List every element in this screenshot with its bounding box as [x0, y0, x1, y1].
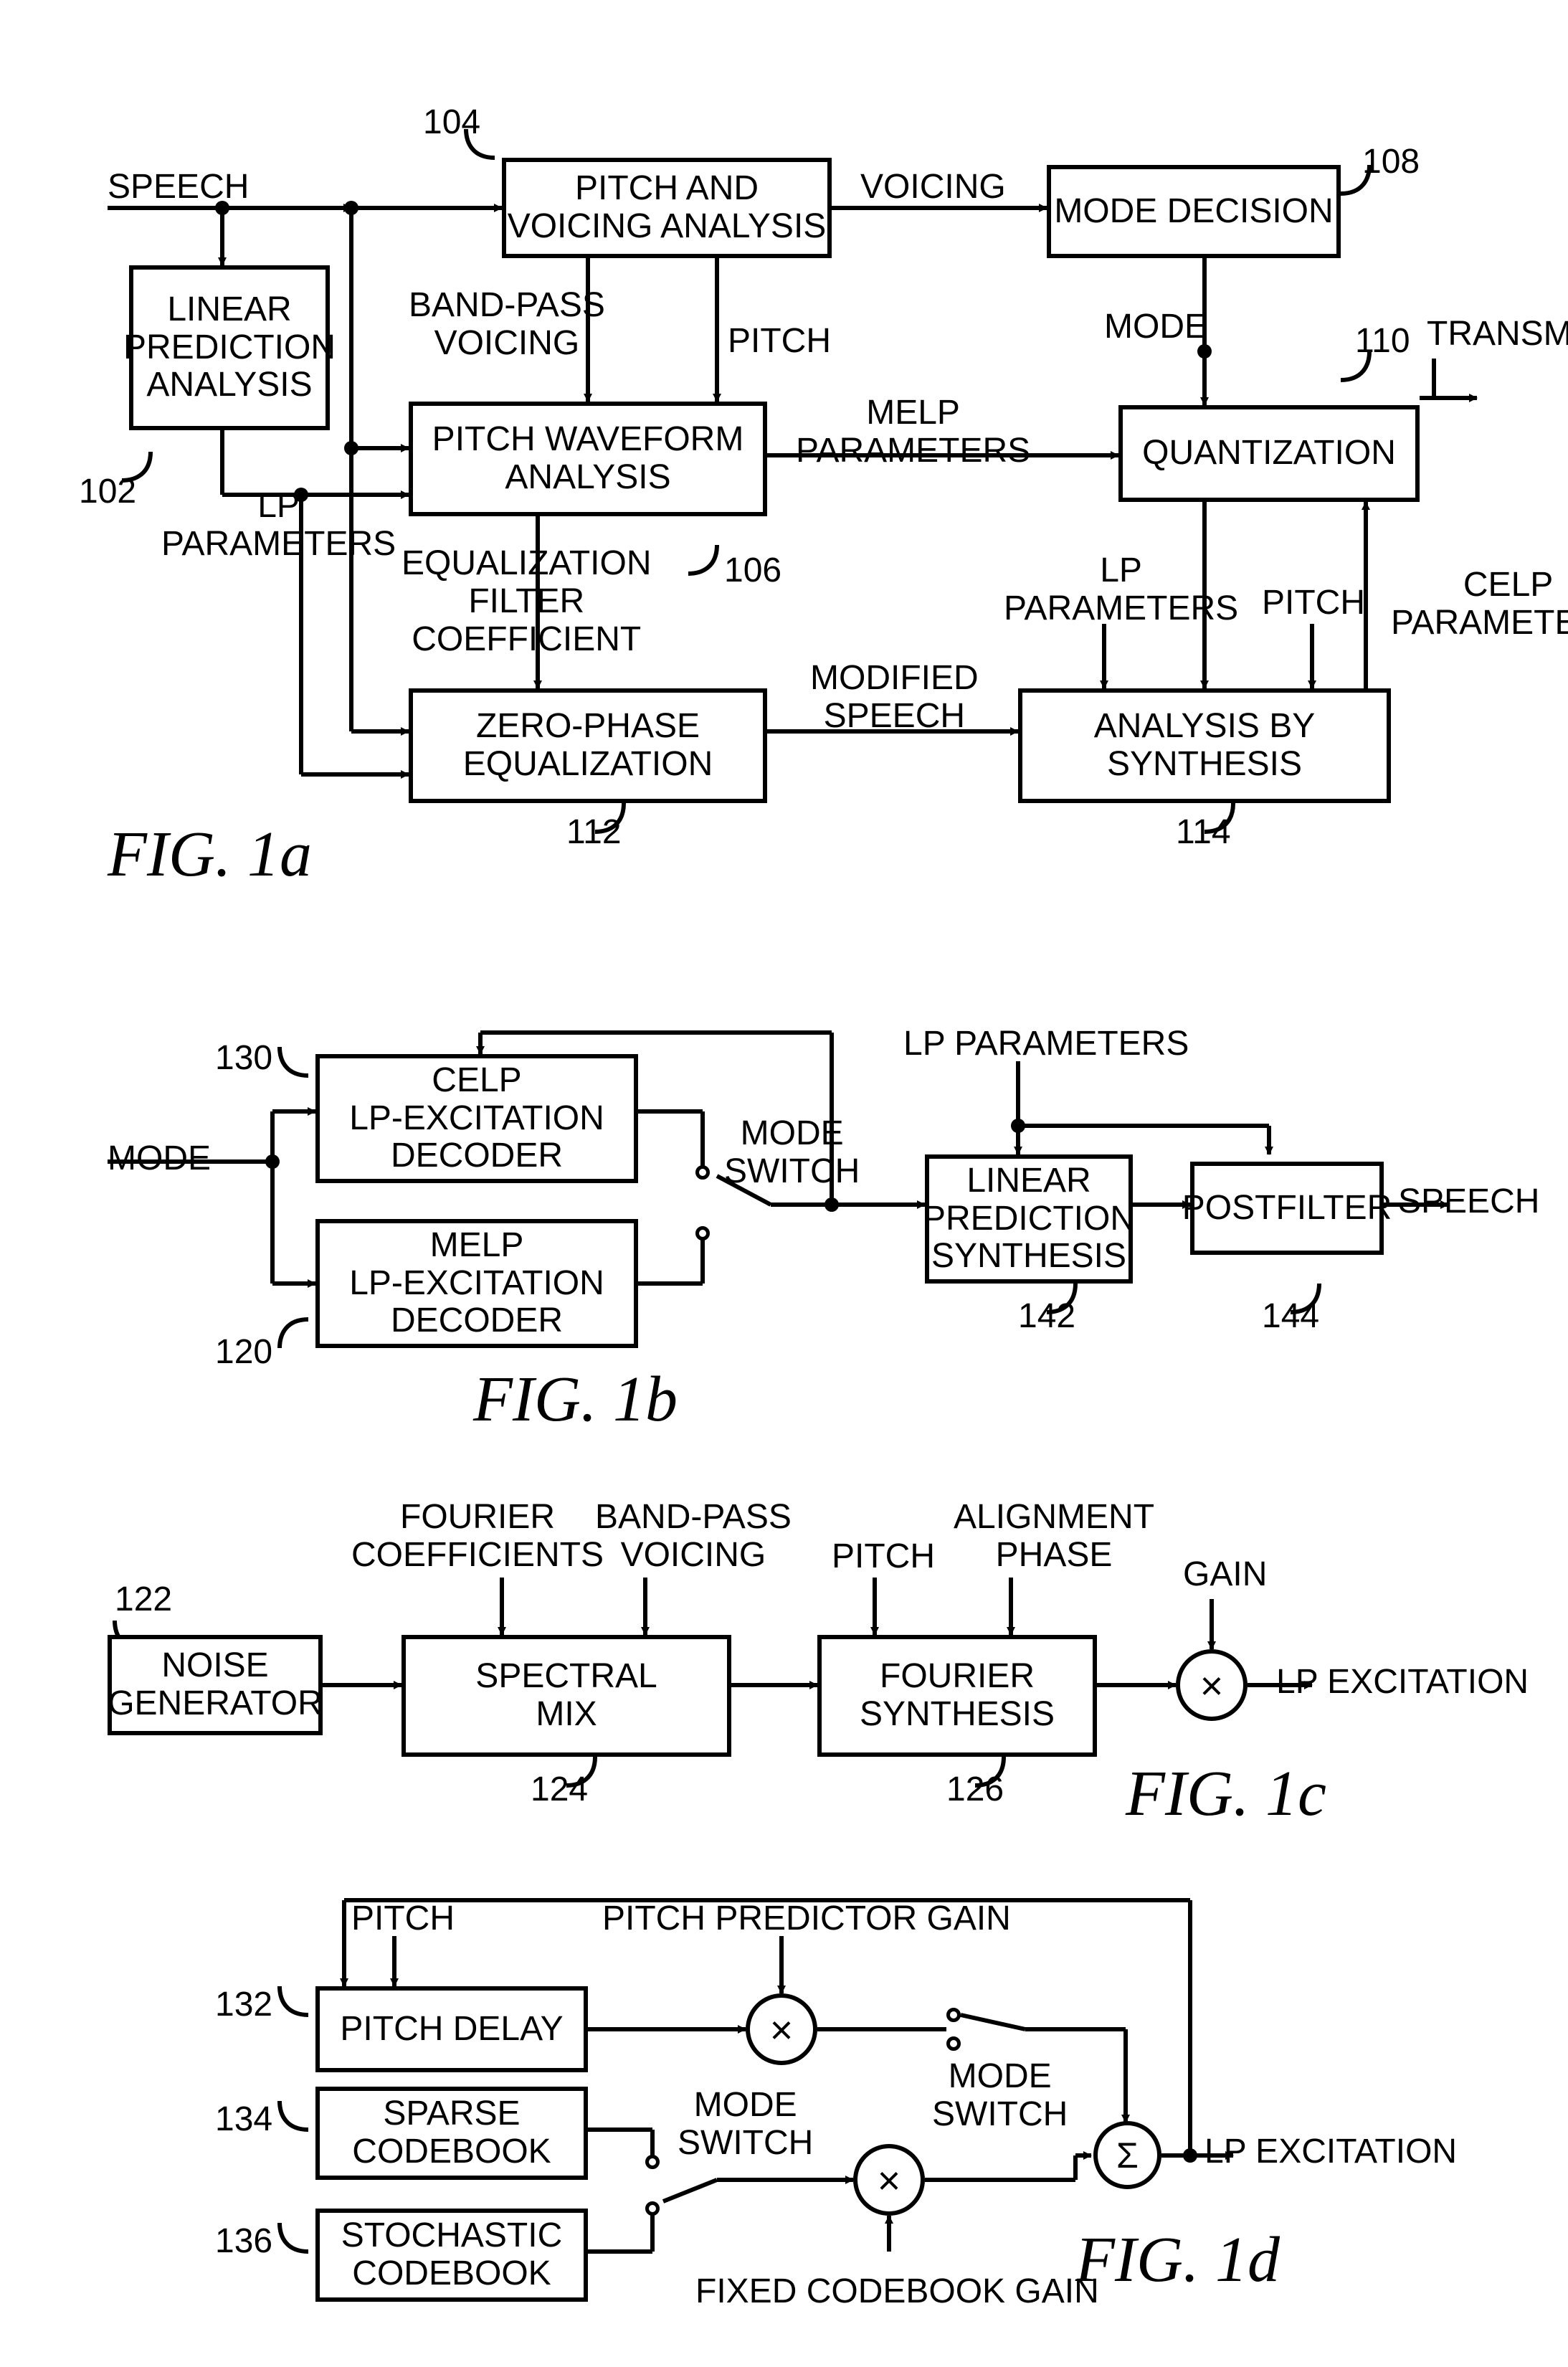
- ref-104: 104: [423, 104, 480, 142]
- ref-130: 130: [215, 1040, 272, 1078]
- ref-144: 144: [1262, 1298, 1319, 1336]
- fig-d-mode-switch2: MODE SWITCH: [678, 2087, 813, 2163]
- fig-d-stoch-box: STOCHASTIC CODEBOOK: [315, 2209, 588, 2302]
- fig-c-fsyn-box: FOURIER SYNTHESIS: [817, 1635, 1097, 1757]
- switch-node: [695, 1226, 710, 1241]
- fig-c-out: LP EXCITATION: [1276, 1664, 1529, 1702]
- fig-d-pdelay-box: PITCH DELAY: [315, 1986, 588, 2072]
- fig-a-eq: EQUALIZATION FILTER COEFFICIENT: [401, 545, 652, 658]
- fig-a-transmit-out: TRANSMIT: [1427, 316, 1568, 354]
- fig-b-mode-switch: MODE SWITCH: [724, 1115, 860, 1191]
- mult-icon: ×: [853, 2144, 925, 2216]
- fig-a-lpa-box: LINEAR PREDICTION ANALYSIS: [129, 265, 330, 430]
- ref-114: 114: [1176, 814, 1231, 852]
- ref-120: 120: [215, 1334, 272, 1372]
- fig-a-bpv: BAND-PASS VOICING: [409, 287, 605, 363]
- fig-c-align: ALIGNMENT PHASE: [954, 1499, 1154, 1575]
- ref-122: 122: [115, 1581, 172, 1619]
- ref-134: 134: [215, 2101, 272, 2139]
- fig-c-smix-box: SPECTRAL MIX: [401, 1635, 731, 1757]
- fig-a-lp-params: LP PARAMETERS: [161, 488, 396, 564]
- fig-a-pwa-box: PITCH WAVEFORM ANALYSIS: [409, 402, 767, 516]
- ref-106: 106: [724, 552, 781, 590]
- switch-node: [645, 2155, 660, 2169]
- fig-a-voicing: VOICING: [860, 169, 1006, 207]
- fig-c-bpv: BAND-PASS VOICING: [595, 1499, 792, 1575]
- fig-d-pitch: PITCH: [351, 1900, 455, 1938]
- sum-icon: Σ: [1093, 2121, 1161, 2189]
- fig-b-mode-in: MODE: [108, 1140, 211, 1178]
- fig-c-fourier: FOURIER COEFFICIENTS: [351, 1499, 604, 1575]
- fig-b-lp-params: LP PARAMETERS: [903, 1025, 1189, 1063]
- ref-108: 108: [1362, 143, 1420, 181]
- fig-a-melp: MELP PARAMETERS: [796, 394, 1030, 470]
- fig-a-celp: CELP PARAMETERS: [1391, 566, 1568, 642]
- fig-d-out: LP EXCITATION: [1204, 2133, 1457, 2171]
- fig-b-lps-box: LINEAR PREDICTION SYNTHESIS: [925, 1154, 1133, 1284]
- fig-a-mode-box: MODE DECISION: [1047, 165, 1341, 258]
- ref-124: 124: [531, 1771, 588, 1809]
- fig-a-pitch2: PITCH: [1262, 584, 1365, 622]
- fig-a-caption: FIG. 1a: [108, 817, 312, 891]
- fig-d-ppg: PITCH PREDICTOR GAIN: [602, 1900, 1011, 1938]
- ref-136: 136: [215, 2223, 272, 2261]
- fig-a-abs-box: ANALYSIS BY SYNTHESIS: [1018, 688, 1391, 803]
- fig-d-sparse-box: SPARSE CODEBOOK: [315, 2087, 588, 2180]
- fig-a-pitch: PITCH: [728, 323, 831, 361]
- ref-126: 126: [946, 1771, 1004, 1809]
- fig-a-mode-lbl: MODE: [1104, 308, 1207, 346]
- fig-c-pitch: PITCH: [832, 1538, 935, 1576]
- fig-a-pva-box: PITCH AND VOICING ANALYSIS: [502, 158, 832, 258]
- switch-node: [946, 2036, 961, 2051]
- fig-a-modspeech: MODIFIED SPEECH: [810, 660, 979, 736]
- fig-a-quant-box: QUANTIZATION: [1118, 405, 1420, 502]
- ref-142: 142: [1018, 1298, 1075, 1336]
- fig-b-speech-out: SPEECH: [1398, 1183, 1539, 1221]
- fig-a-speech-in: SPEECH: [108, 169, 249, 207]
- ref-132: 132: [215, 1986, 272, 2024]
- mult-icon: ×: [1176, 1649, 1248, 1721]
- fig-b-caption: FIG. 1b: [473, 1362, 678, 1436]
- fig-a-lp-params2: LP PARAMETERS: [1004, 552, 1238, 628]
- fig-a-zpe-box: ZERO-PHASE EQUALIZATION: [409, 688, 767, 803]
- mult-icon: ×: [746, 1993, 817, 2065]
- fig-c-gain: GAIN: [1183, 1556, 1267, 1594]
- ref-110: 110: [1355, 323, 1410, 361]
- fig-d-caption: FIG. 1d: [1075, 2223, 1280, 2297]
- fig-b-celp-box: CELP LP-EXCITATION DECODER: [315, 1054, 638, 1183]
- fig-c-caption: FIG. 1c: [1126, 1757, 1326, 1831]
- fig-b-melp-box: MELP LP-EXCITATION DECODER: [315, 1219, 638, 1348]
- fig-d-fcg: FIXED CODEBOOK GAIN: [695, 2273, 1099, 2311]
- switch-node: [645, 2201, 660, 2216]
- fig-d-mode-switch1: MODE SWITCH: [932, 2058, 1068, 2134]
- switch-node: [946, 2008, 961, 2022]
- ref-112: 112: [566, 814, 622, 852]
- fig-b-post-box: POSTFILTER: [1190, 1162, 1384, 1255]
- switch-node: [695, 1165, 710, 1180]
- fig-c-noise-box: NOISE GENERATOR: [108, 1635, 323, 1735]
- ref-102: 102: [79, 473, 136, 511]
